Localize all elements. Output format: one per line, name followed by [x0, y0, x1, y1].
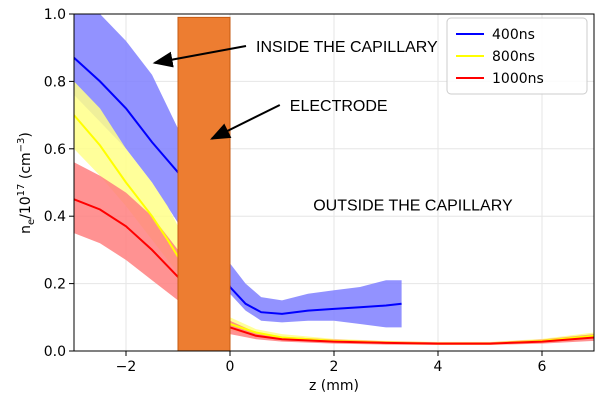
y-axis-ticks: 0.0 0.2 0.4 0.6 0.8 1.0: [44, 7, 74, 360]
x-tick-label: 6: [538, 359, 547, 375]
y-tick-label: 1.0: [44, 7, 66, 23]
y-tick-label: 0.6: [44, 142, 66, 158]
annotation-arrow: [152, 45, 247, 68]
band-400ns: [74, 14, 402, 328]
y-tick-label: 0.4: [44, 209, 66, 225]
annotation-text: OUTSIDE THE CAPILLARY: [313, 197, 513, 214]
annotation-text: INSIDE THE CAPILLARY: [256, 39, 438, 56]
legend: 400ns 800ns 1000ns: [446, 17, 588, 95]
y-tick-label: 0.8: [44, 74, 66, 90]
x-tick-label: 4: [434, 359, 443, 375]
x-axis-label: z (mm): [309, 378, 359, 394]
legend-label: 400ns: [492, 27, 535, 43]
x-axis-ticks: −2 0 2 4 6: [116, 351, 547, 375]
legend-label: 1000ns: [492, 71, 544, 87]
x-tick-label: 0: [226, 359, 235, 375]
annotation-arrow: [210, 104, 281, 140]
annotations: INSIDE THE CAPILLARY ELECTRODE OUTSIDE THE…: [152, 39, 513, 214]
y-tick-label: 0.0: [44, 344, 66, 360]
legend-box: [446, 17, 588, 95]
y-axis-label: ne/1017 (cm−3): [16, 132, 37, 234]
annotation-text: ELECTRODE: [290, 98, 388, 115]
series-line-1000ns: [74, 198, 594, 345]
x-tick-label: 2: [330, 359, 339, 375]
y-tick-label: 0.2: [44, 277, 66, 293]
electrode-rect: [177, 16, 231, 352]
legend-label: 800ns: [492, 49, 535, 65]
x-tick-label: −2: [116, 359, 137, 375]
electrode: [177, 16, 231, 352]
